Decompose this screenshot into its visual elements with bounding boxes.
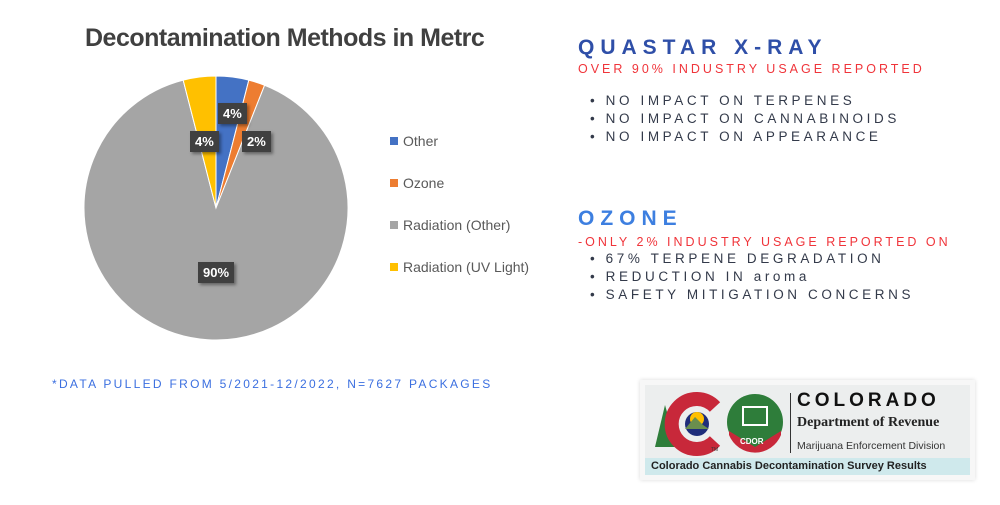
logo-state: COLORADO [797,390,940,411]
data-label: 4% [190,131,219,152]
ozone-bullet: • REDUCTION IN aroma [590,269,810,284]
legend-label: Radiation (UV Light) [403,259,530,275]
quastar-bullet: • NO IMPACT ON APPEARANCE [590,129,882,144]
legend-item: Ozone [390,175,444,191]
footnote: *DATA PULLED FROM 5/2021-12/2022, N=7627… [52,377,493,391]
legend-swatch [390,179,398,187]
legend-label: Radiation (Other) [403,217,511,233]
legend-item: Other [390,133,438,149]
pie-chart [83,75,349,341]
logo-division: Marijuana Enforcement Division [797,440,946,452]
logo-banner: Colorado Cannabis Decontamination Survey… [645,458,970,475]
cdor-logo: CDOR TM COLORADO Department of Revenue M… [640,380,975,480]
trademark: TM [711,447,719,453]
legend-swatch [390,137,398,145]
legend-swatch [390,221,398,229]
pie-slice-radiation-other [83,79,349,341]
divider [790,393,791,453]
legend-label: Ozone [403,175,445,191]
logo-dept: Department of Revenue [797,415,940,430]
quastar-bullet: • NO IMPACT ON CANNABINOIDS [590,111,900,126]
colorado-c-logo-icon [655,392,783,456]
cdor-badge: CDOR [740,437,764,446]
data-label: 90% [198,262,235,283]
ozone-bullet: • 67% TERPENE DEGRADATION [590,251,885,266]
quastar-subtitle: OVER 90% INDUSTRY USAGE REPORTED [578,62,925,76]
quastar-bullet: • NO IMPACT ON TERPENES [590,93,856,108]
legend-item: Radiation (UV Light) [390,259,529,275]
chart-title: Decontamination Methods in Metrc [85,24,485,52]
ozone-subtitle: -ONLY 2% INDUSTRY USAGE REPORTED ON [578,235,951,249]
legend-swatch [390,263,398,271]
quastar-title: QUASTAR X-RAY [578,36,828,59]
ozone-bullet: • SAFETY MITIGATION CONCERNS [590,287,915,302]
data-label: 2% [242,131,271,152]
legend-label: Other [403,133,439,149]
ozone-title: OZONE [578,207,683,230]
legend-item: Radiation (Other) [390,217,510,233]
data-label: 4% [218,103,247,124]
